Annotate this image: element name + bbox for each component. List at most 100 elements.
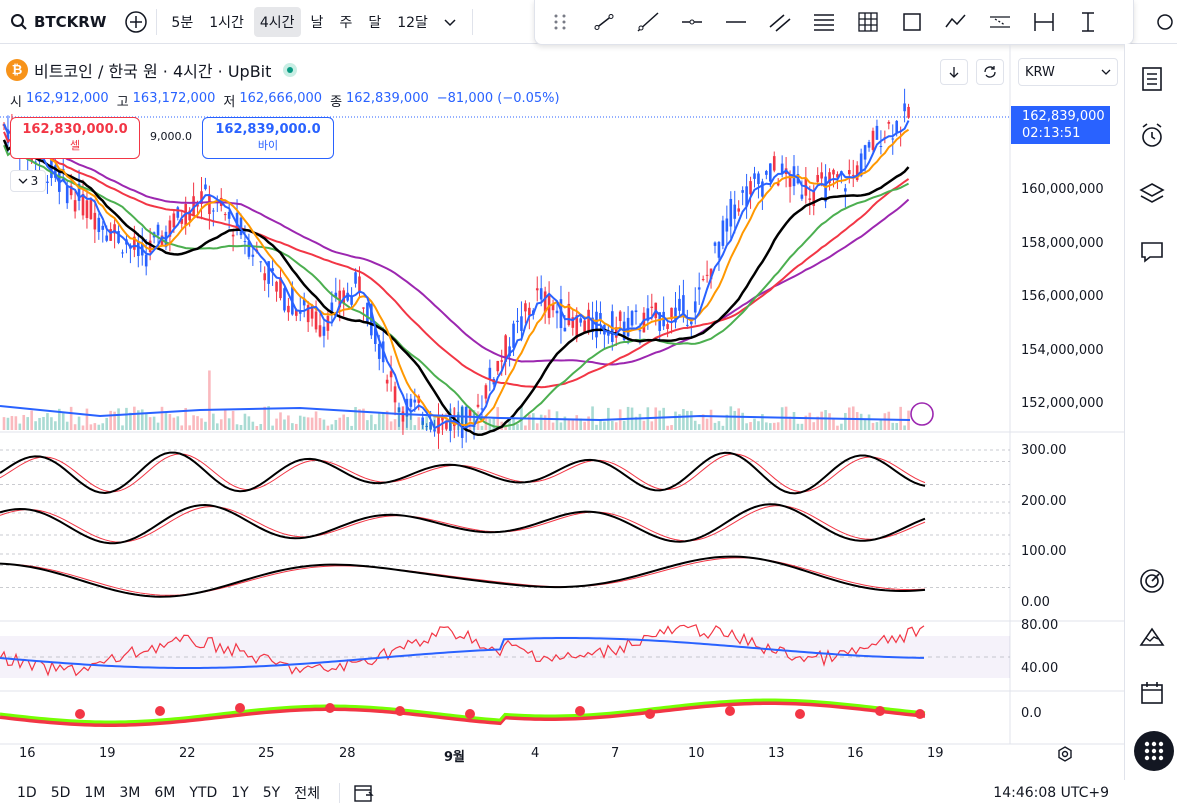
candle-body (607, 330, 610, 336)
volume-bar (73, 424, 77, 430)
scroll-down-button[interactable] (940, 59, 968, 85)
candle-body (279, 277, 282, 299)
chart-canvas[interactable] (0, 44, 1124, 780)
volume-bar (208, 370, 211, 430)
candle-body (476, 404, 480, 407)
horizontal-line-icon[interactable] (721, 7, 751, 37)
sell-button[interactable]: 162,830,000.0 셀 (10, 117, 140, 159)
macd-cross-dot (155, 706, 165, 716)
volume-bar (117, 408, 120, 430)
gauge-icon[interactable] (1137, 566, 1167, 596)
macd-cross-dot (235, 703, 245, 713)
candle-body (863, 145, 867, 160)
candle-body (725, 218, 729, 232)
interval-1h[interactable]: 1시간 (209, 14, 244, 31)
calendar-icon[interactable] (1137, 678, 1167, 708)
volume-bar (417, 417, 421, 430)
clock-timezone[interactable]: 14:46:08 UTC+9 (993, 784, 1109, 801)
volume-bar (686, 410, 689, 430)
gann-grid-icon[interactable] (853, 7, 883, 37)
candle-body (634, 310, 638, 313)
interval-4h[interactable]: 4시간 (253, 6, 301, 37)
candle-body (512, 323, 515, 348)
candle-body (133, 236, 136, 250)
range-1y[interactable]: 1Y (231, 784, 249, 801)
chevron-down-icon (1101, 69, 1111, 75)
chat-icon[interactable] (1137, 237, 1167, 267)
interval-day[interactable]: 날 (310, 14, 324, 31)
watchlist-icon[interactable] (1137, 64, 1167, 94)
buy-button[interactable]: 162,839,000.0 바이 (202, 117, 334, 159)
parallel-channel-icon[interactable] (765, 7, 795, 37)
candle-body (385, 379, 389, 384)
volume-bar (188, 425, 191, 430)
candle-body (204, 184, 207, 190)
settings-icon-right[interactable] (1155, 12, 1175, 32)
volume-bar (559, 422, 563, 430)
path-icon[interactable] (941, 7, 971, 37)
apps-grid-button[interactable] (1134, 731, 1174, 771)
candle-body (741, 190, 744, 193)
range-1d[interactable]: 1D (17, 784, 37, 801)
settings-gear-icon[interactable] (1056, 745, 1074, 763)
rectangle-icon[interactable] (897, 7, 927, 37)
range-ytd[interactable]: YTD (189, 784, 218, 801)
layers-icon[interactable] (1137, 179, 1167, 209)
ray-icon[interactable] (633, 7, 663, 37)
range-1m[interactable]: 1M (84, 784, 106, 801)
compare-button[interactable] (122, 8, 150, 36)
fib-retracement-icon[interactable] (809, 7, 839, 37)
candle-body (425, 425, 428, 427)
refresh-button[interactable] (976, 59, 1004, 85)
interval-12month[interactable]: 12달 (397, 14, 428, 31)
interval-week[interactable]: 주 (339, 14, 353, 31)
legend-title: ₿ 비트코인 / 한국 원 · 4시간 · UpBit (6, 58, 298, 82)
candle-body (535, 288, 539, 291)
mountain-icon[interactable] (1137, 622, 1167, 652)
trend-line-icon[interactable] (589, 7, 619, 37)
range-3m[interactable]: 3M (119, 784, 141, 801)
chevron-down-icon[interactable] (442, 14, 458, 30)
price-axis-label: 154,000,000 (1021, 343, 1104, 358)
candle-body (828, 172, 831, 184)
volume-bar (867, 414, 871, 430)
drag-handle-icon[interactable] (545, 7, 575, 37)
alarm-clock-icon[interactable] (1137, 121, 1167, 151)
range-5d[interactable]: 5D (50, 784, 71, 801)
candle-body (737, 208, 740, 212)
candle-body (366, 302, 369, 324)
range-5y[interactable]: 5Y (262, 784, 281, 801)
candle-body (172, 213, 176, 228)
range-6m[interactable]: 6M (154, 784, 176, 801)
currency-select[interactable]: KRW (1018, 58, 1118, 86)
date-range-icon[interactable] (1029, 7, 1059, 37)
volume-bar (255, 425, 259, 430)
candle-body (721, 220, 725, 246)
candle-body (302, 298, 306, 306)
volume-bar (733, 410, 737, 430)
price-range-icon[interactable] (985, 7, 1015, 37)
time-axis-label: 25 (258, 746, 275, 761)
interval-month[interactable]: 달 (368, 14, 382, 31)
goto-date-icon[interactable] (352, 782, 376, 804)
volume-bar (828, 413, 831, 430)
symbol-search[interactable]: BTCKRW (0, 0, 116, 44)
volume-bar (725, 414, 729, 430)
candle-body (322, 326, 326, 336)
volume-bar (571, 420, 575, 430)
volume-bar (745, 423, 748, 430)
candle-body (251, 254, 255, 257)
volume-bar (808, 412, 812, 430)
stoch-k-line (0, 451, 926, 495)
indicators-collapse-button[interactable]: 3 (10, 170, 46, 192)
candle-body (235, 213, 239, 229)
candle-body (231, 234, 235, 237)
range-all[interactable]: 전체 (294, 785, 320, 802)
long-position-icon[interactable] (1073, 7, 1103, 37)
volume-bar (204, 421, 207, 430)
candle-body (168, 220, 172, 237)
interval-5m[interactable]: 5분 (171, 14, 194, 31)
horizontal-ray-icon[interactable] (677, 7, 707, 37)
volume-bar (425, 416, 428, 430)
macd-cross-dot (575, 706, 585, 716)
